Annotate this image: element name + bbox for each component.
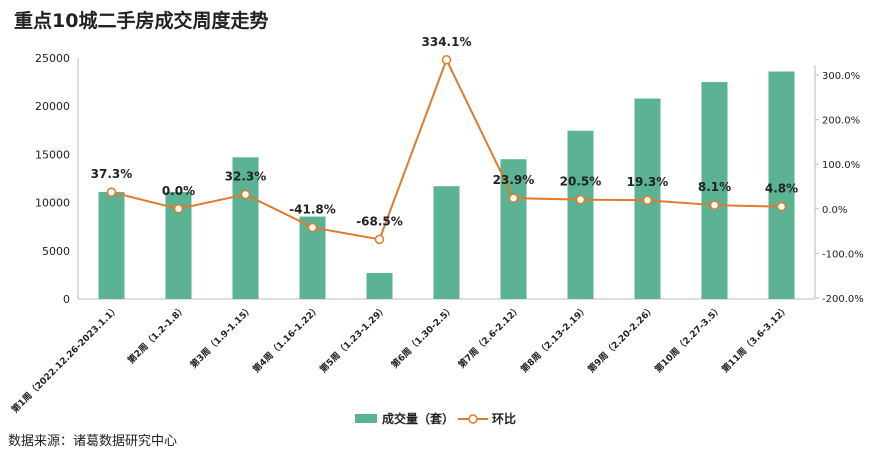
bar [232,157,259,299]
right-tick-label: 0.0% [822,205,847,216]
legend-line-marker [468,414,478,424]
x-tick-label: 第10周（2.27-3.5） [652,303,724,375]
bar [768,71,795,299]
right-tick-label: -200.0% [822,294,864,305]
right-tick-label: 200.0% [822,116,860,127]
line-point [441,55,452,65]
x-tick-label: 第8周（2.13-2.19） [518,303,590,375]
left-tick-label: 5000 [42,245,70,258]
x-tick-label: 第2周（1.2-1.8） [125,303,189,367]
bar [366,272,393,299]
right-tick-label: -100.0% [822,249,864,260]
data-label: 4.8% [765,182,798,196]
left-tick-label: 10000 [35,197,70,210]
x-tick-label: 第5周（1.23-1.29） [317,303,389,375]
data-label: 37.3% [91,167,133,181]
left-tick-label: 25000 [35,52,70,65]
legend-bar-label: 成交量（套） [382,411,454,426]
line-point [642,195,653,205]
line-point [173,204,184,214]
line-point [508,193,519,203]
data-label: 8.1% [698,180,731,194]
data-label: 334.1% [422,35,472,49]
bar [98,191,125,299]
bar [567,130,594,299]
line-point [374,234,385,245]
x-tick-label: 第9周（2.20-2.26） [585,303,657,375]
line-point [575,194,586,205]
right-tick-label: 100.0% [822,160,860,171]
data-label: -41.8% [289,202,336,216]
data-label: 0.0% [162,184,195,198]
line-point [776,201,787,212]
legend-line-label: 环比 [492,411,516,426]
data-label: -68.5% [356,214,403,228]
x-tick-label: 第1周（2022.12.26-2023.1.1） [9,303,122,416]
x-tick-label: 第3周（1.9-1.15） [188,303,256,371]
left-tick-label: 15000 [35,148,70,161]
source-note: 数据来源：诸葛数据研究中心 [8,434,178,449]
left-tick-label: 20000 [35,100,70,113]
line-point [240,189,251,200]
chart-title: 重点10城二手房成交周度走势 [14,10,269,32]
left-tick-label: 0 [63,293,70,306]
x-tick-label: 第7周（2.6-2.12） [456,303,524,371]
line-point [709,200,720,210]
legend-bar-swatch [355,414,377,423]
x-tick-label: 第4周（1.16-1.22） [250,303,322,375]
bar [701,82,728,299]
right-tick-label: 300.0% [822,71,860,82]
x-tick-label: 第6周（1.30-2.5） [389,303,457,371]
data-label: 23.9% [493,173,535,187]
data-label: 19.3% [627,175,669,189]
line-point [106,187,117,197]
bar [433,186,460,299]
x-tick-label: 第11周（3.6-3.12） [719,303,791,375]
data-label: 32.3% [225,169,267,183]
line-point [307,222,318,233]
data-label: 20.5% [560,175,602,189]
